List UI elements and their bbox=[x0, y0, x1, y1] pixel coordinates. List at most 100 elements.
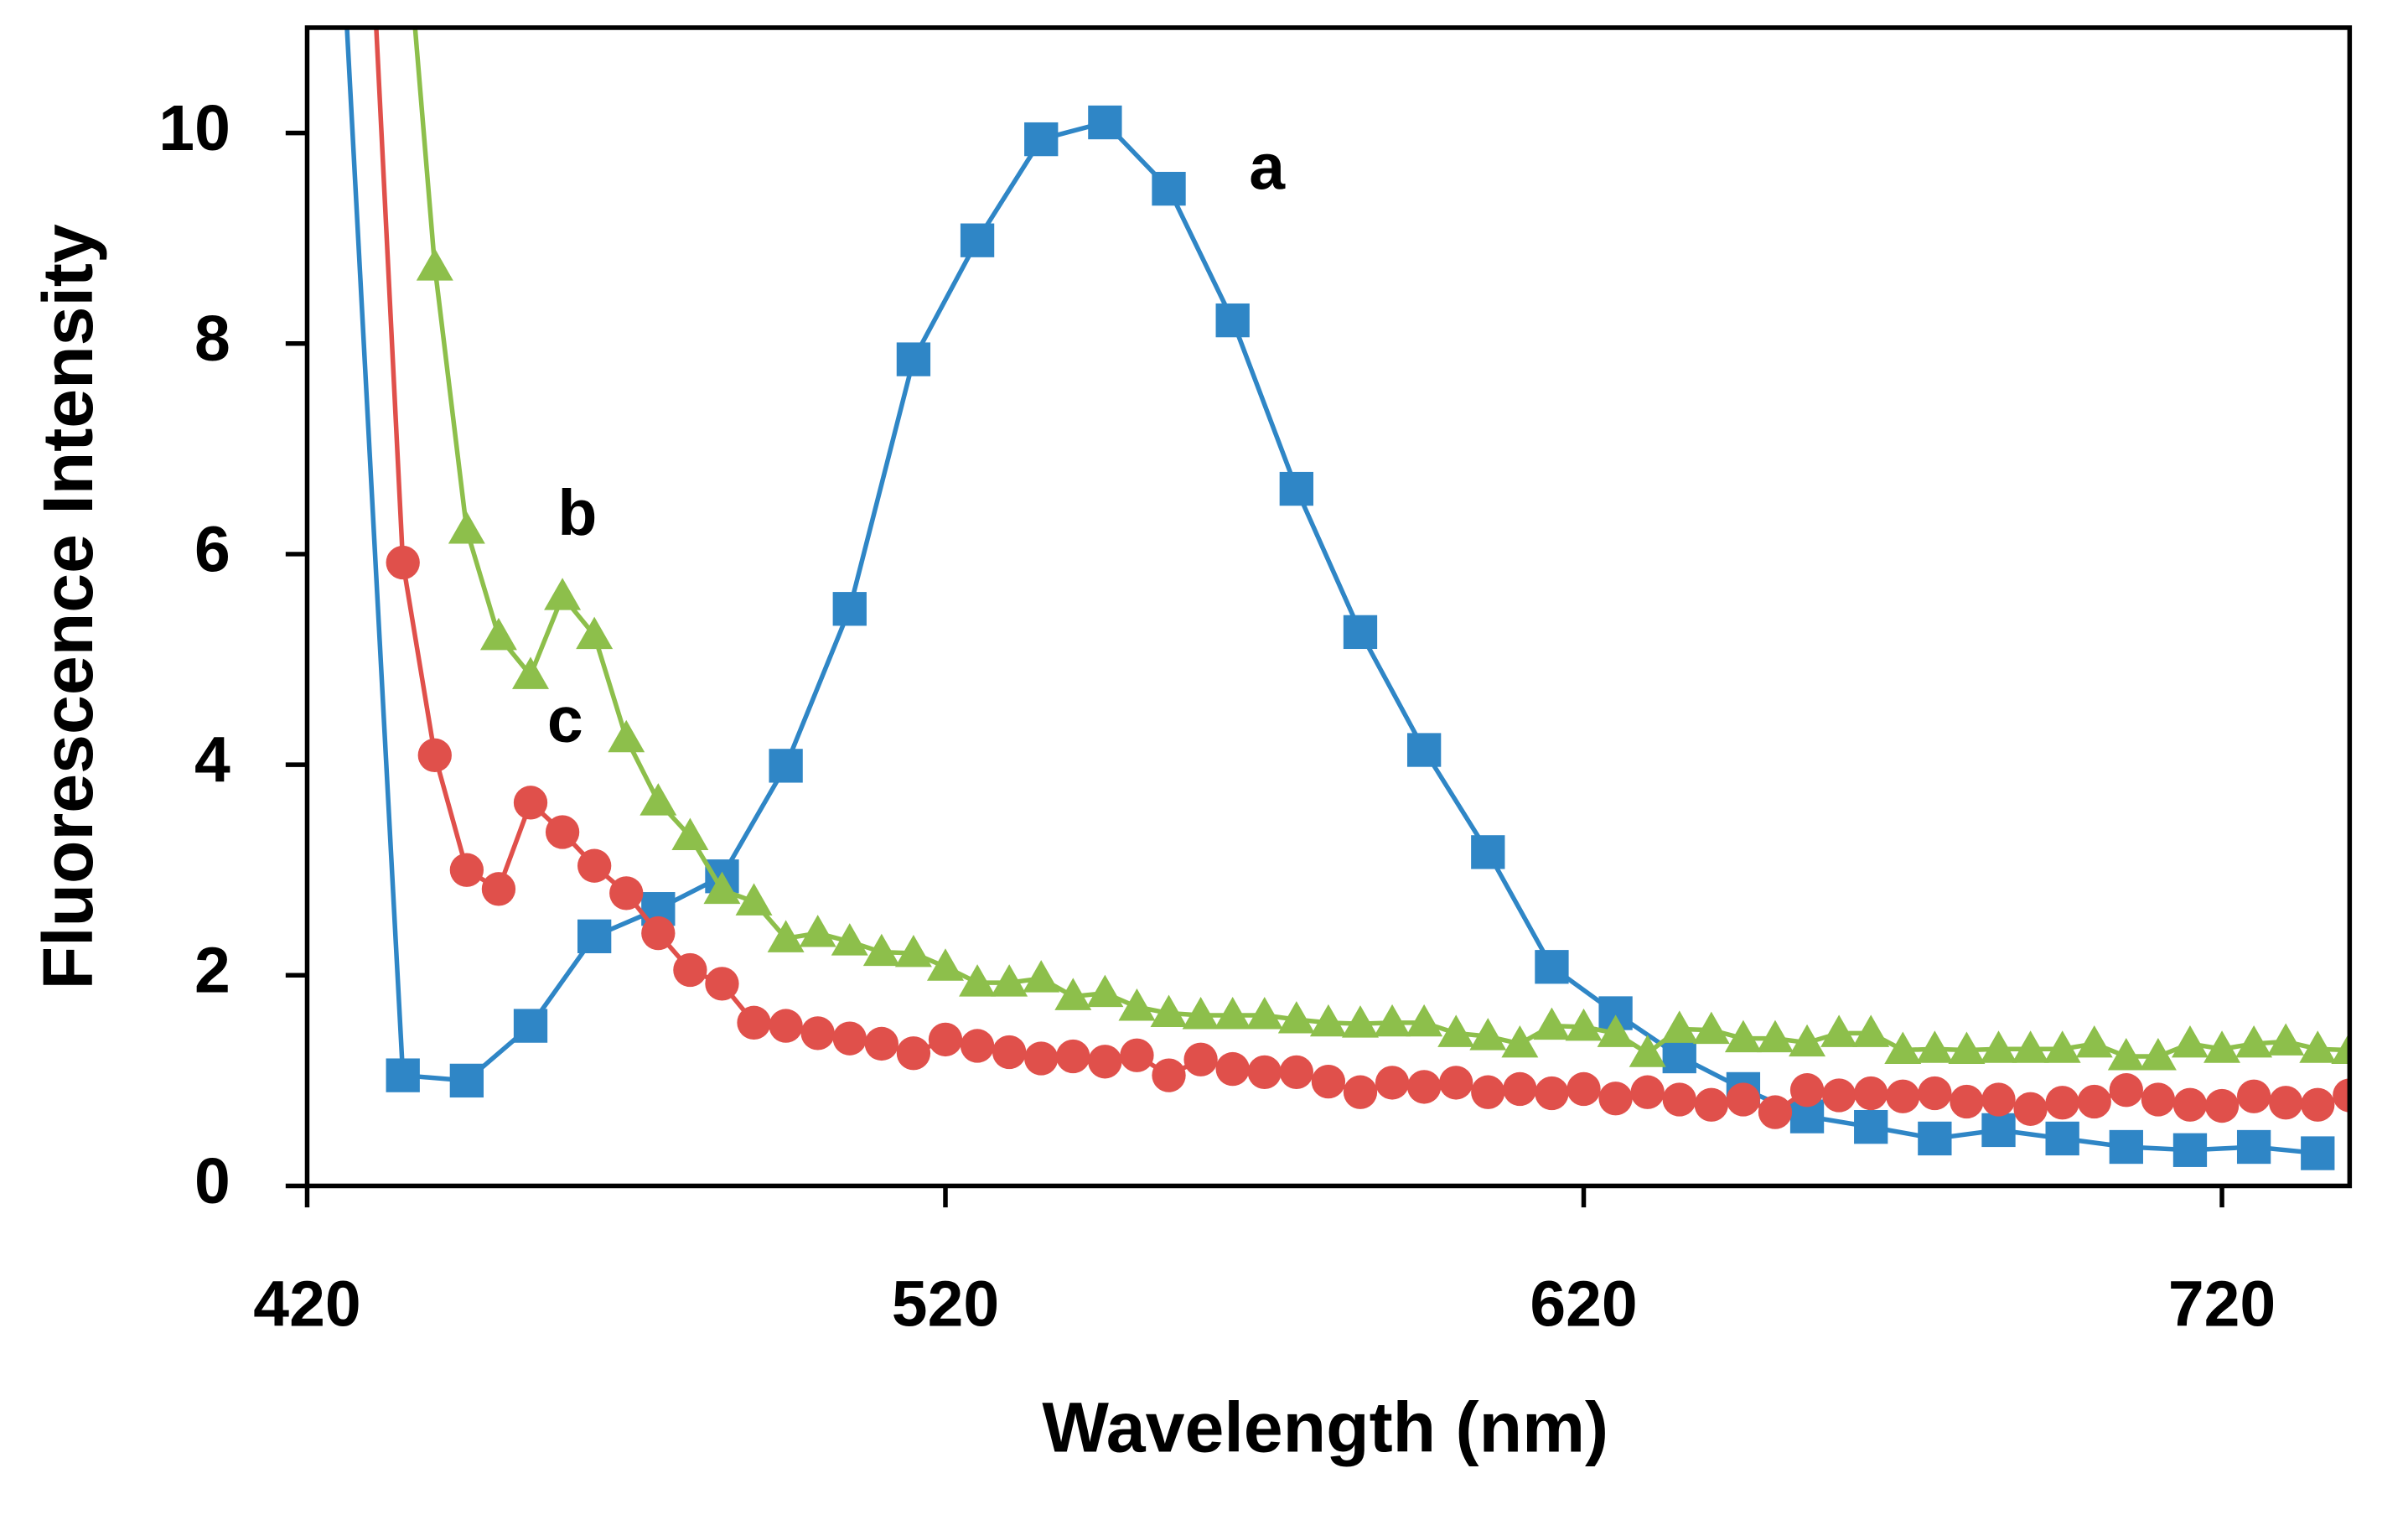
y-tick-label: 2 bbox=[194, 935, 230, 1007]
marker bbox=[800, 1016, 835, 1051]
marker bbox=[1471, 835, 1505, 869]
marker bbox=[608, 719, 645, 753]
marker bbox=[2013, 1092, 2048, 1126]
marker bbox=[894, 934, 932, 968]
marker bbox=[449, 1063, 484, 1098]
marker bbox=[1024, 1041, 1059, 1076]
x-axis-label: Wavelength (nm) bbox=[1042, 1388, 1608, 1467]
marker bbox=[2139, 1038, 2177, 1071]
marker bbox=[1088, 105, 1122, 140]
marker bbox=[2269, 1086, 2303, 1120]
marker bbox=[1279, 471, 1313, 506]
y-tick-label: 0 bbox=[194, 1145, 230, 1217]
marker bbox=[1311, 1064, 1346, 1099]
marker bbox=[2107, 1038, 2145, 1071]
x-tick-label: 620 bbox=[1530, 1268, 1637, 1340]
marker bbox=[1150, 994, 1188, 1028]
marker bbox=[1120, 1038, 1154, 1072]
marker bbox=[2075, 1025, 2113, 1058]
marker bbox=[1598, 1082, 1633, 1116]
series-label: b bbox=[557, 477, 597, 549]
y-tick-label: 4 bbox=[194, 724, 230, 796]
marker bbox=[1886, 1079, 1920, 1113]
marker bbox=[576, 616, 614, 650]
marker bbox=[2236, 1079, 2271, 1113]
marker bbox=[2109, 1129, 2143, 1165]
marker bbox=[1629, 1035, 1666, 1067]
marker bbox=[2109, 1073, 2143, 1108]
marker bbox=[862, 933, 900, 967]
marker bbox=[927, 948, 964, 981]
marker bbox=[449, 853, 484, 887]
marker bbox=[2045, 1086, 2079, 1120]
marker bbox=[1662, 1039, 1696, 1074]
x-tick-label: 420 bbox=[253, 1268, 360, 1340]
marker bbox=[1437, 1014, 1475, 1047]
y-axis-label: Fluorescence Intensity bbox=[28, 224, 107, 989]
marker bbox=[960, 223, 995, 257]
marker bbox=[1406, 1004, 1443, 1037]
marker bbox=[769, 749, 803, 783]
marker bbox=[1789, 1024, 1826, 1057]
marker bbox=[1215, 1051, 1250, 1087]
marker bbox=[1918, 1121, 1952, 1156]
marker bbox=[1950, 1084, 1984, 1119]
series-line bbox=[412, 27, 2350, 1059]
marker bbox=[1692, 1011, 1730, 1045]
marker bbox=[1056, 1039, 1090, 1074]
marker bbox=[1247, 1055, 1282, 1090]
marker bbox=[2204, 1088, 2240, 1123]
marker bbox=[2333, 1078, 2350, 1113]
y-tick-label: 10 bbox=[158, 92, 230, 164]
marker bbox=[479, 617, 517, 651]
marker bbox=[705, 967, 739, 1001]
marker bbox=[767, 920, 805, 952]
marker bbox=[2299, 1030, 2337, 1063]
marker bbox=[1023, 960, 1060, 993]
y-tick-label: 8 bbox=[194, 303, 230, 375]
marker bbox=[448, 511, 485, 544]
x-tick-label: 520 bbox=[892, 1268, 999, 1340]
marker bbox=[1054, 978, 1092, 1010]
marker bbox=[1471, 1075, 1505, 1109]
marker bbox=[1565, 1008, 1603, 1041]
marker bbox=[1821, 1078, 1856, 1113]
marker bbox=[577, 848, 612, 883]
marker bbox=[577, 919, 612, 953]
marker bbox=[960, 1029, 995, 1063]
marker bbox=[416, 248, 453, 281]
marker bbox=[1215, 303, 1250, 338]
marker bbox=[417, 738, 452, 772]
marker bbox=[1854, 1076, 1888, 1111]
marker bbox=[1152, 171, 1186, 206]
marker bbox=[1948, 1031, 1986, 1064]
series-label: a bbox=[1249, 132, 1286, 204]
marker bbox=[1630, 1075, 1665, 1109]
marker bbox=[1309, 1004, 1347, 1037]
marker bbox=[1756, 1019, 1794, 1053]
marker bbox=[1854, 1110, 1888, 1144]
marker bbox=[641, 916, 676, 951]
marker bbox=[2171, 1025, 2209, 1058]
marker bbox=[1152, 1058, 1186, 1092]
marker bbox=[1758, 1095, 1793, 1129]
marker bbox=[1535, 1076, 1569, 1111]
marker bbox=[1406, 733, 1442, 767]
marker bbox=[1503, 1071, 1537, 1107]
marker bbox=[2301, 1136, 2335, 1170]
marker bbox=[1088, 1045, 1122, 1079]
marker bbox=[386, 545, 420, 580]
marker bbox=[1852, 1014, 1890, 1047]
marker bbox=[2331, 1031, 2350, 1064]
marker bbox=[1279, 1055, 1313, 1090]
marker bbox=[735, 883, 773, 916]
series-label: c bbox=[547, 684, 583, 756]
marker bbox=[928, 1022, 963, 1057]
marker bbox=[2235, 1025, 2273, 1058]
marker bbox=[832, 592, 867, 626]
marker bbox=[959, 964, 997, 997]
marker bbox=[1566, 1071, 1601, 1107]
marker bbox=[896, 342, 931, 376]
marker bbox=[2045, 1121, 2079, 1156]
